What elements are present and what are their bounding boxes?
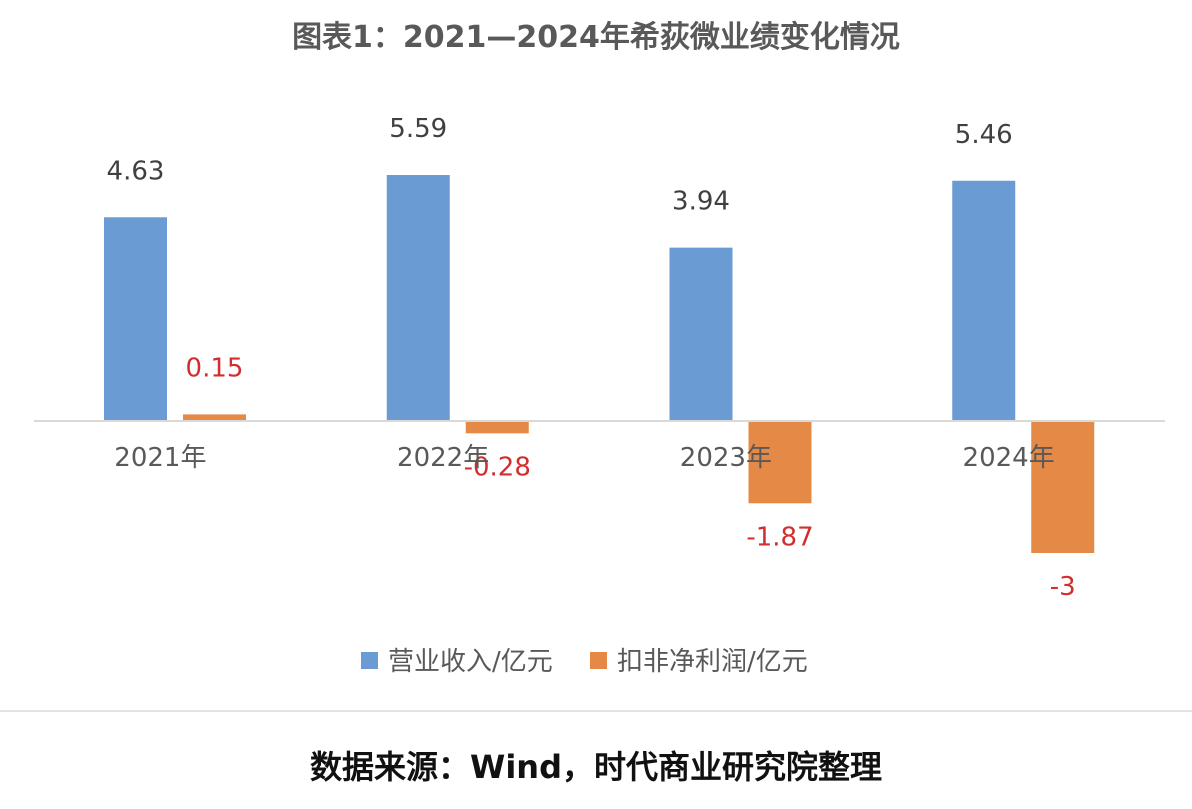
bar-chart: 4.630.155.59-0.283.94-1.875.46-3 2021年 20… [34, 114, 1165, 677]
x-tick-label-4: 2024年 [963, 443, 1055, 473]
x-tick-label-1: 2021年 [114, 443, 206, 473]
bar-s1-2 [386, 175, 450, 421]
bar-s2-2 [465, 421, 529, 434]
legend-swatch-2 [590, 652, 607, 669]
legend: 营业收入/亿元 扣非净利润/亿元 [361, 647, 808, 677]
data-label-s2-3: -1.87 [746, 522, 813, 552]
data-label-s1-3: 3.94 [672, 187, 730, 217]
data-label-s2-1: 0.15 [186, 353, 244, 383]
source-note: 数据来源：Wind，时代商业研究院整理 [310, 748, 882, 786]
bar-s2-1 [183, 414, 246, 421]
bar-s1-4 [952, 180, 1016, 421]
data-label-s2-4: -3 [1050, 572, 1076, 602]
data-label-s2-2: -0.28 [464, 452, 531, 482]
divider [0, 710, 1192, 712]
x-tick-label-2: 2022年 [397, 443, 489, 473]
data-label-s1-4: 5.46 [955, 120, 1013, 150]
x-tick-labels: 2021年 2022年 2023年 2024年 [114, 443, 1054, 473]
bar-s2-3 [748, 421, 812, 504]
chart-title: 图表1：2021—2024年希荻微业绩变化情况 [292, 20, 900, 55]
data-label-s1-2: 5.59 [389, 114, 447, 144]
legend-swatch-1 [361, 652, 378, 669]
data-label-s1-1: 4.63 [107, 156, 165, 186]
legend-label-2: 扣非净利润/亿元 [617, 647, 808, 677]
bar-s1-1 [104, 217, 167, 421]
bar-s1-3 [669, 247, 733, 421]
legend-label-1: 营业收入/亿元 [388, 647, 553, 677]
bar-s2-4 [1031, 421, 1095, 553]
x-tick-label-3: 2023年 [680, 443, 772, 473]
bars-layer [104, 175, 1095, 553]
labels-layer: 4.63 0.15 5.59 -0.28 3.94 -1.87 5.46 -3 [107, 114, 1076, 602]
